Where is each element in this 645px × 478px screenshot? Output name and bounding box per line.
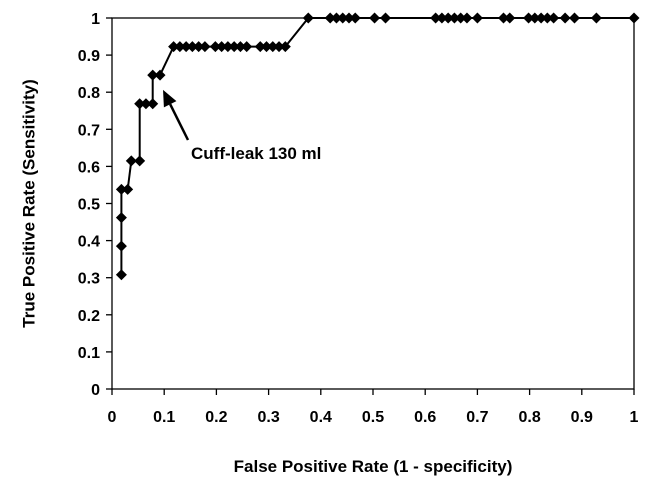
roc-point (147, 98, 159, 110)
roc-point (222, 41, 234, 53)
roc-point (380, 12, 392, 24)
roc-point (228, 41, 240, 53)
y-tick-label: 0.2 (78, 308, 100, 325)
roc-point (154, 69, 166, 81)
roc-point (234, 41, 246, 53)
roc-point (125, 155, 137, 167)
roc-point (324, 12, 336, 24)
roc-point (448, 12, 460, 24)
roc-point (115, 240, 127, 252)
roc-point (343, 12, 355, 24)
x-tick-label: 0.5 (362, 409, 384, 426)
x-axis-ticks (111, 389, 635, 395)
y-tick-label: 0.7 (78, 122, 100, 139)
roc-point (548, 12, 560, 24)
roc-point (174, 41, 186, 53)
roc-point (541, 12, 553, 24)
y-tick-label: 0.3 (78, 271, 100, 288)
roc-point (180, 41, 192, 53)
roc-point (568, 12, 580, 24)
roc-point (261, 41, 273, 53)
x-tick-label: 1 (630, 409, 639, 426)
roc-curve-markers (115, 12, 640, 281)
y-tick-label: 0.8 (78, 85, 100, 102)
x-tick-label: 0.6 (414, 409, 436, 426)
y-tick-label: 0 (91, 382, 100, 399)
roc-point (193, 41, 205, 53)
y-tick-label: 0.6 (78, 159, 100, 176)
y-axis-tick-labels: 0 0.1 0.2 0.3 0.4 0.5 0.6 0.7 0.8 0.9 1 (78, 11, 100, 399)
roc-point (140, 98, 152, 110)
roc-point (134, 98, 146, 110)
y-tick-label: 1 (91, 11, 100, 28)
roc-point (498, 12, 509, 24)
x-tick-label: 0 (108, 409, 117, 426)
x-tick-label: 0.1 (153, 409, 175, 426)
roc-point (504, 12, 516, 24)
roc-point (523, 12, 535, 24)
annotation-label: Cuff-leak 130 ml (191, 144, 321, 163)
roc-point (461, 12, 473, 24)
roc-point (209, 41, 221, 53)
roc-point (529, 12, 541, 24)
roc-point (559, 12, 571, 24)
roc-point (267, 41, 279, 53)
annotation-arrow-head (163, 89, 177, 108)
roc-point (134, 155, 146, 167)
roc-point (471, 12, 483, 24)
x-tick-label: 0.4 (310, 409, 332, 426)
annotation: Cuff-leak 130 ml (163, 89, 321, 163)
y-axis-ticks (106, 17, 112, 390)
roc-point (254, 41, 266, 53)
roc-point (186, 41, 198, 53)
x-tick-label: 0.7 (466, 409, 488, 426)
roc-point (535, 12, 547, 24)
x-tick-label: 0.3 (257, 409, 279, 426)
roc-point (168, 41, 180, 53)
roc-point (442, 12, 454, 24)
roc-point (302, 12, 314, 24)
roc-point (436, 12, 448, 24)
roc-point (369, 12, 381, 24)
roc-point (628, 12, 640, 24)
roc-point (349, 12, 361, 24)
x-axis-tick-labels: 0 0.1 0.2 0.3 0.4 0.5 0.6 0.7 0.8 0.9 1 (108, 409, 639, 426)
y-tick-label: 0.5 (78, 197, 100, 214)
roc-point (455, 12, 467, 24)
roc-point (590, 12, 602, 24)
y-tick-label: 0.1 (78, 345, 100, 362)
roc-point (279, 41, 291, 53)
roc-point (115, 212, 127, 224)
x-axis-title: False Positive Rate (1 - specificity) (234, 457, 513, 476)
plot-frame (111, 17, 635, 390)
x-tick-label: 0.9 (571, 409, 593, 426)
y-tick-label: 0.9 (78, 48, 100, 65)
y-tick-label: 0.4 (78, 234, 100, 251)
roc-point (216, 41, 228, 53)
roc-point (330, 12, 342, 24)
roc-point (147, 69, 159, 81)
roc-point (241, 41, 253, 53)
x-tick-label: 0.8 (518, 409, 540, 426)
annotation-arrow (169, 103, 190, 141)
x-tick-label: 0.2 (205, 409, 227, 426)
roc-point (199, 41, 211, 53)
roc-point (337, 12, 349, 24)
roc-point (122, 183, 134, 195)
roc-point (430, 12, 442, 24)
roc-point (115, 183, 127, 195)
roc-point (115, 269, 127, 281)
y-axis-title: True Positive Rate (Sensitivity) (19, 79, 38, 327)
plot-border (111, 17, 635, 390)
roc-point (273, 41, 285, 53)
